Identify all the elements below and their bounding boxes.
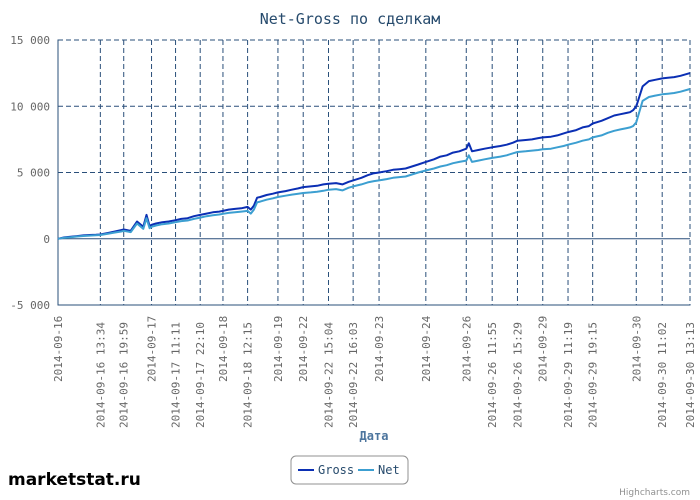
x-tick-label: 2014-09-16 [52,316,65,382]
x-tick-label: 2014-09-30 13:13 [684,322,697,428]
chart-title: Net-Gross по сделкам [260,10,441,28]
x-tick-label: 2014-09-30 11:02 [656,322,669,428]
x-tick-label: 2014-09-29 11:19 [562,322,575,428]
x-tick-label: 2014-09-22 [297,316,310,382]
x-tick-label: 2014-09-30 [630,316,643,382]
y-tick-label: 0 [43,233,50,246]
legend-gross-label[interactable]: Gross [318,463,354,477]
x-tick-label: 2014-09-18 [217,316,230,382]
credits-label[interactable]: Highcharts.com [619,488,690,498]
series [57,72,691,240]
x-axis-ticks: 2014-09-16 2014-09-16 13:34 2014-09-16 19:… [52,315,697,428]
x-tick-label: 2014-09-17 22:10 [194,322,207,428]
x-tick-label: 2014-09-16 13:34 [94,322,107,428]
watermark-label: marketstat.ru [8,470,141,490]
x-tick-label: 2014-09-24 [420,315,433,382]
x-tick-label: 2014-09-29 19:15 [587,322,600,428]
x-tick-label: 2014-09-18 12:15 [242,322,255,428]
y-axis-ticks: -5 000 0 5 000 10 000 15 000 [10,34,50,312]
series-line-gross[interactable] [57,72,691,240]
x-tick-label: 2014-09-19 [272,316,285,382]
x-tick-label: 2014-09-17 [146,316,159,382]
x-axis-title: Дата [360,429,389,443]
y-tick-label: -5 000 [10,299,50,312]
y-tick-label: 15 000 [10,34,50,47]
x-tick-label: 2014-09-22 15:04 [322,322,335,428]
series-line-net[interactable] [57,88,691,240]
legend[interactable]: Gross Net [290,455,409,485]
x-tick-label: 2014-09-23 [373,316,386,382]
x-tick-label: 2014-09-17 11:11 [170,322,183,428]
x-tick-label: 2014-09-29 [537,316,550,382]
legend-box [290,455,409,485]
x-tick-label: 2014-09-26 11:55 [486,322,499,428]
x-tick-label: 2014-09-16 19:59 [118,322,131,428]
x-tick-label: 2014-09-26 [460,316,473,382]
y-tick-label: 10 000 [10,100,50,113]
x-tick-label: 2014-09-26 15:29 [511,322,524,428]
grid [57,39,691,306]
y-tick-label: 5 000 [17,167,50,180]
legend-net-label[interactable]: Net [378,463,400,477]
x-tick-label: 2014-09-22 16:03 [347,322,360,428]
